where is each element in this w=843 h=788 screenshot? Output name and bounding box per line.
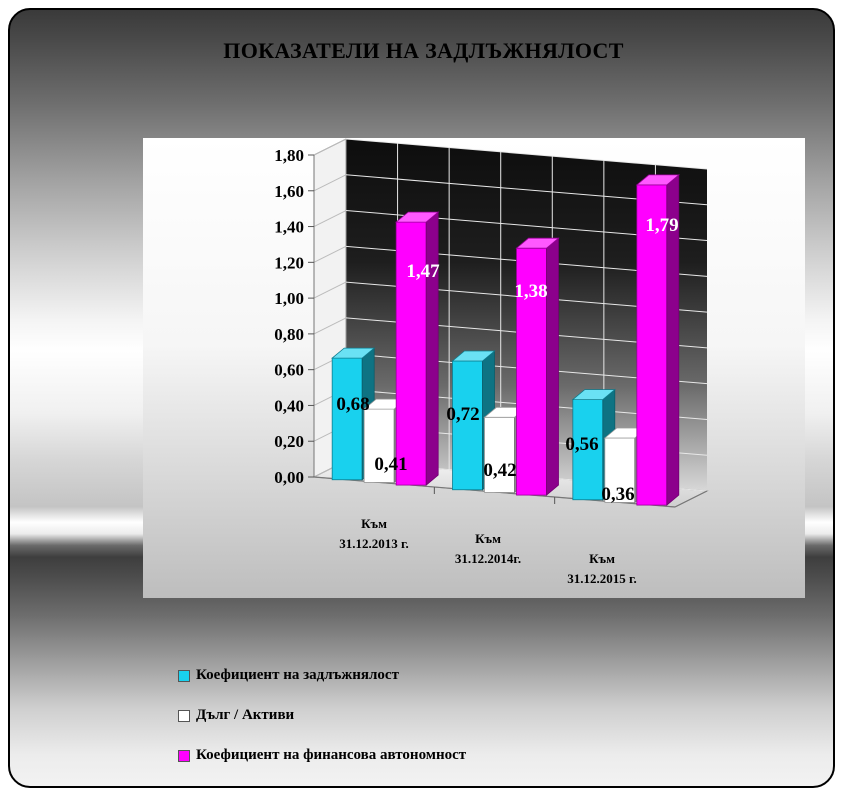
bar-front-face — [331, 357, 363, 481]
bar-3-2 — [515, 237, 560, 496]
y-tick-label: 1,60 — [274, 182, 304, 201]
y-tick-label: 1,00 — [274, 289, 304, 308]
y-tick-label: 0,20 — [274, 432, 304, 451]
bar-front-face — [452, 360, 483, 491]
gridline-side — [313, 210, 347, 228]
gridline-side — [313, 245, 347, 263]
gridline-side — [313, 281, 347, 299]
bar-top-face — [331, 347, 376, 359]
bar-3-1 — [395, 211, 440, 486]
legend-swatch — [178, 749, 190, 762]
y-tick-label: 0,00 — [274, 468, 304, 487]
data-label: 1,38 — [514, 281, 547, 302]
chart-title: ПОКАЗАТЕЛИ НА ЗАДЛЪЖНЯЛОСТ — [223, 38, 624, 63]
category-label: Към 31.12.2015 г. — [567, 551, 636, 586]
legend-label: Коефициент на финансова автономност — [196, 747, 467, 763]
bar-top-face — [515, 237, 560, 249]
chart-frame: ПОКАЗАТЕЛИ НА ЗАДЛЪЖНЯЛОСТ 0,00 0,20 0,40 0… — [8, 8, 835, 788]
legend-item: Дълг / Активи — [178, 707, 294, 724]
y-tick-label: 1,20 — [274, 253, 304, 272]
data-label: 0,36 — [601, 484, 634, 505]
legend-item: Коефициент на задлъжнялост — [178, 667, 399, 684]
gridline-side — [313, 317, 347, 335]
bar-top-face — [451, 350, 496, 362]
bar-top-face — [635, 174, 680, 186]
legend-swatch — [178, 709, 190, 722]
bar-front-face — [484, 416, 515, 493]
legend-label: Коефициент на задлъжнялост — [196, 667, 399, 683]
legend-swatch — [178, 669, 190, 682]
gridline-side — [313, 174, 347, 192]
bar-top-face — [395, 211, 440, 223]
legend-label: Дълг / Активи — [196, 707, 295, 723]
data-label: 0,41 — [374, 454, 407, 475]
data-label: 1,79 — [645, 215, 678, 236]
bar-side-face — [546, 237, 559, 496]
data-label: 0,42 — [483, 460, 516, 481]
data-label: 0,56 — [565, 434, 598, 455]
category-label: Към 31.12.2013 г. — [339, 516, 408, 551]
data-label: 1,47 — [406, 261, 440, 282]
bar-top-face — [571, 389, 616, 401]
x-axis-right-edge — [674, 490, 708, 508]
gridline-horizontal — [345, 138, 708, 170]
bar-side-face — [425, 211, 439, 486]
data-label: 0,72 — [446, 404, 479, 425]
y-tick-label: 0,60 — [274, 361, 304, 380]
bar-front-face — [516, 247, 547, 496]
gridline-side — [313, 138, 347, 156]
chart-svg: 0,00 0,20 0,40 0,60 0,80 1,00 1,20 1,40 1,60 1,80… — [274, 138, 709, 586]
y-tick-label: 0,40 — [274, 396, 304, 415]
y-tick-label: 1,80 — [274, 146, 304, 165]
bar-3-3 — [635, 174, 680, 506]
legend-item: Коефициент на финансова автономност — [178, 747, 466, 764]
category-label: Към 31.12.2014г. — [455, 531, 521, 566]
data-label: 0,68 — [336, 394, 369, 415]
y-tick-label: 0,80 — [274, 325, 304, 344]
y-tick-label: 1,40 — [274, 218, 304, 237]
